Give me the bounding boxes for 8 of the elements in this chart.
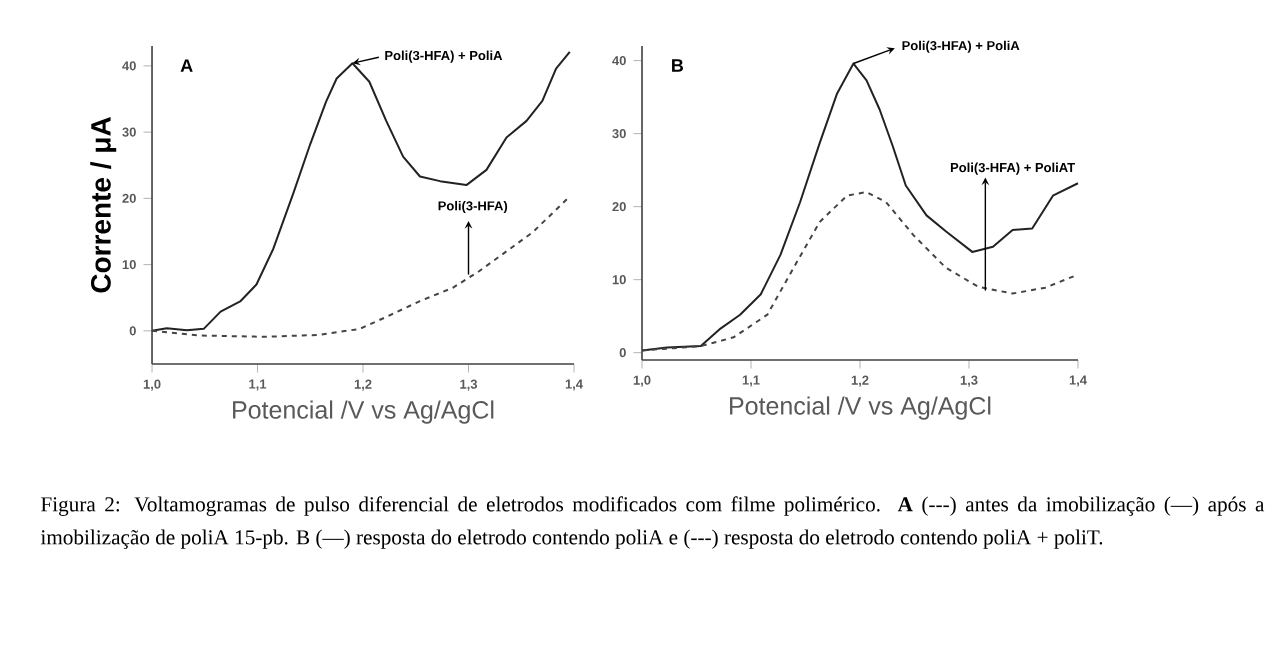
line-series (641, 62, 1079, 352)
line-series (151, 50, 571, 332)
annotation: A (180, 59, 193, 72)
annotation: B (672, 59, 684, 72)
x-axis-title: Potencial /V vs Ag/AgCl (730, 396, 991, 420)
text: Figura 2: Voltamogramas de pulso diferencial de eletrodos modificados com filme polimérico. A (---) antes da imobilização (—) após a imobilização de poliA 15-pb. B (—) resposta do eletrodo contendo poliA e (---) resposta do eletrodo contendo poliA + poliT. (40, 496, 1265, 549)
x-axis-title: Potencial /V vs Ag/AgCl (233, 400, 494, 424)
y-axis-title: Corrente / μA (90, 117, 117, 293)
